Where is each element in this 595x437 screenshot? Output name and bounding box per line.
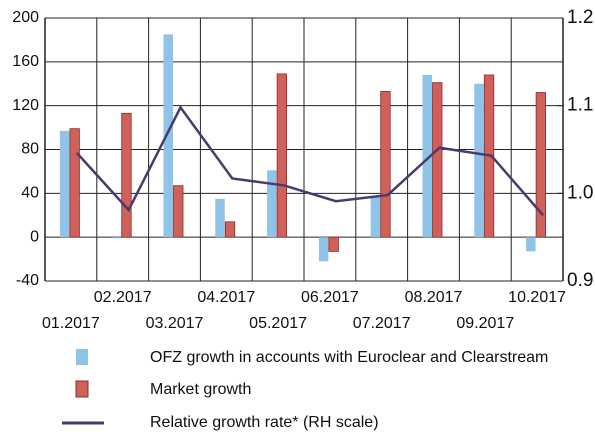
x-tick-label: 09.2017	[456, 315, 514, 332]
y-tick-label: 120	[12, 97, 39, 114]
bar	[215, 198, 225, 238]
y-tick-label: 80	[21, 141, 39, 158]
bar	[318, 237, 329, 262]
bar	[276, 73, 288, 238]
bar	[422, 74, 432, 238]
legend-swatch	[75, 380, 89, 398]
x-tick-label: 08.2017	[405, 289, 463, 306]
line	[75, 105, 545, 217]
y-tick-label: -40	[16, 272, 39, 289]
bar	[474, 83, 484, 238]
x-tick-label: 01.2017	[42, 315, 100, 332]
bar	[121, 112, 132, 238]
bar	[380, 91, 391, 238]
bar	[224, 221, 236, 238]
legend-label: Relative growth rate* (RH scale)	[150, 414, 379, 431]
bar	[526, 237, 536, 252]
y2-tick-label: 1.1	[567, 95, 593, 116]
bar	[432, 82, 443, 238]
y-tick-label: 160	[12, 53, 39, 70]
x-tick-label: 06.2017	[301, 289, 359, 306]
legend-label: Market growth	[150, 381, 251, 398]
y2-tick-label: 1.2	[567, 7, 593, 28]
x-tick-label: 02.2017	[94, 289, 152, 306]
x-tick-label: 10.2017	[508, 289, 566, 306]
bar	[267, 170, 277, 238]
legend-label: OFZ growth in accounts with Euroclear an…	[150, 349, 548, 366]
bar	[535, 92, 546, 238]
bar	[59, 130, 70, 238]
bar	[163, 34, 173, 238]
bar	[111, 237, 122, 239]
legend: OFZ growth in accounts with Euroclear an…	[62, 349, 548, 431]
bar	[370, 196, 381, 238]
y2-tick-label: 1.0	[567, 182, 593, 203]
y2-tick-label: 0.9	[567, 270, 593, 291]
x-tick-label: 03.2017	[146, 315, 204, 332]
legend-swatch	[76, 349, 88, 365]
y-tick-label: 40	[21, 185, 39, 202]
x-tick-label: 05.2017	[249, 315, 307, 332]
bar	[173, 185, 184, 238]
x-tick-label: 07.2017	[353, 315, 411, 332]
bar	[328, 236, 339, 252]
x-tick-label: 04.2017	[197, 289, 255, 306]
y-tick-label: 0	[30, 228, 39, 245]
bar	[69, 128, 80, 238]
y-tick-label: 200	[12, 9, 39, 26]
